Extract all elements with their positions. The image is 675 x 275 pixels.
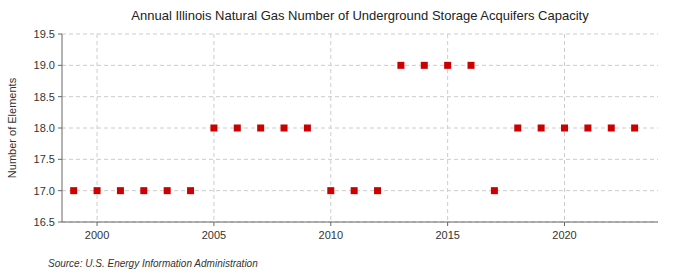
tick-label: 18.5 <box>34 91 55 103</box>
x-axis-line <box>62 222 658 223</box>
tick-label: 2015 <box>435 229 459 241</box>
point <box>327 187 334 194</box>
grid-line <box>62 159 658 160</box>
tick-mark <box>447 222 448 226</box>
tick-mark <box>58 190 62 191</box>
tick-label: 17.5 <box>34 153 55 165</box>
y-axis-line <box>62 34 63 222</box>
markers <box>70 62 638 194</box>
point <box>538 125 545 132</box>
tick-mark <box>58 65 62 66</box>
source-note: Source: U.S. Energy Information Administ… <box>48 258 258 269</box>
point <box>514 125 521 132</box>
tick-mark <box>58 34 62 35</box>
point <box>140 187 147 194</box>
grid-line <box>62 96 658 97</box>
axes: 16.5 17.0 17.5 18.0 18.5 19.0 19.5 2000 2005 2010… <box>34 28 658 241</box>
point <box>631 125 638 132</box>
point <box>210 125 217 132</box>
grid-line <box>62 128 658 129</box>
point <box>351 187 358 194</box>
tick-mark <box>58 128 62 129</box>
point <box>608 125 615 132</box>
point <box>281 125 288 132</box>
point <box>234 125 241 132</box>
tick-label: 18.0 <box>34 122 55 134</box>
grid-line <box>62 65 658 66</box>
grid <box>62 34 658 222</box>
tick-label: 2010 <box>319 229 343 241</box>
point <box>257 125 264 132</box>
tick-label: 2000 <box>85 229 109 241</box>
point <box>421 62 428 69</box>
tick-mark <box>58 159 62 160</box>
point <box>187 187 194 194</box>
point <box>70 187 77 194</box>
tick-label: 16.5 <box>34 216 55 228</box>
axis-label: Number of Elements <box>6 77 18 178</box>
point <box>397 62 404 69</box>
tick-mark <box>564 222 565 226</box>
grid-line <box>62 190 658 191</box>
tick-label: 19.5 <box>34 28 55 40</box>
point <box>117 187 124 194</box>
tick-label: 2005 <box>202 229 226 241</box>
chart: Annual Illinois Natural Gas Number of Un… <box>0 0 675 275</box>
tick-label: 19.0 <box>34 59 55 71</box>
point <box>491 187 498 194</box>
tick-mark <box>58 222 62 223</box>
point <box>304 125 311 132</box>
tick-label: 17.0 <box>34 185 55 197</box>
point <box>468 62 475 69</box>
tick-mark <box>330 222 331 226</box>
tick-mark <box>97 222 98 226</box>
grid-line <box>62 34 658 35</box>
point <box>561 125 568 132</box>
point <box>94 187 101 194</box>
tick-mark <box>58 96 62 97</box>
point <box>584 125 591 132</box>
tick-mark <box>213 222 214 226</box>
point <box>164 187 171 194</box>
point <box>374 187 381 194</box>
tick-label: 2020 <box>552 229 576 241</box>
grid-line <box>62 222 658 223</box>
title: Annual Illinois Natural Gas Number of Un… <box>131 8 589 23</box>
point <box>444 62 451 69</box>
